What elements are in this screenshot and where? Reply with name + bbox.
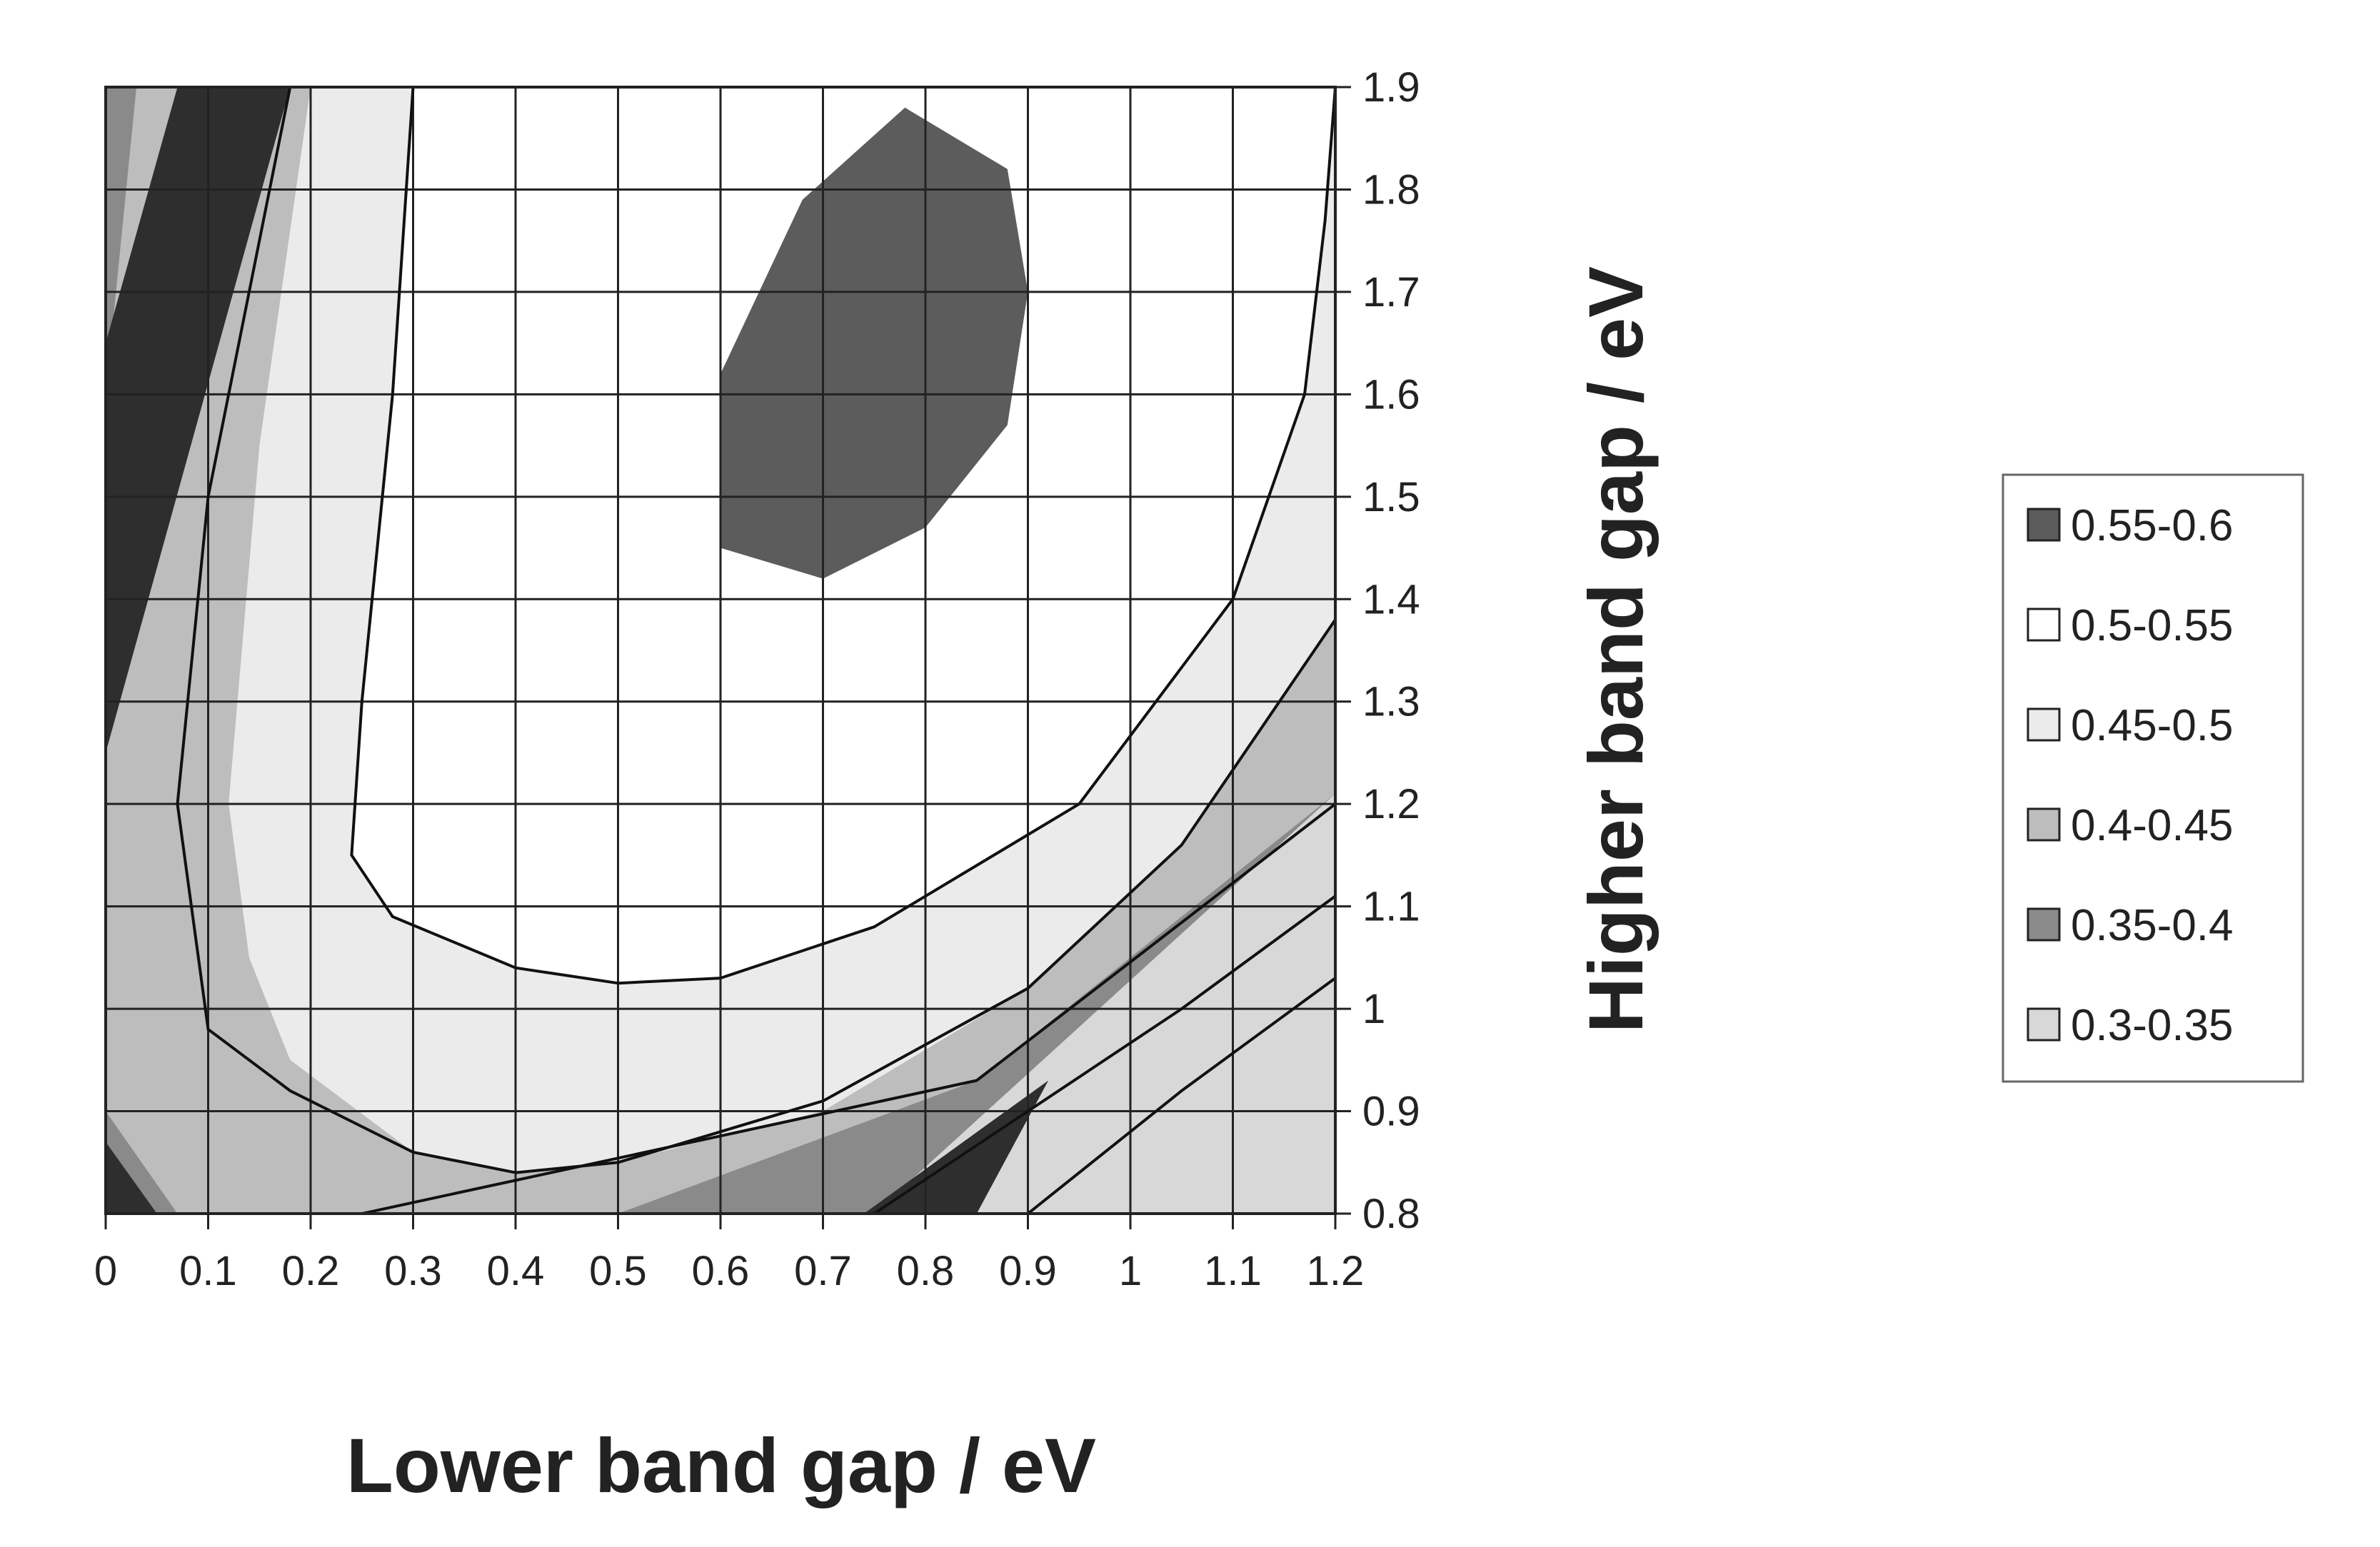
contour-region-darkest <box>106 87 291 753</box>
legend-swatch <box>2027 1007 2061 1042</box>
x-axis: 0 0.1 0.2 0.3 0.4 0.5 0.6 0.7 0.8 0.9 1 1.1 1.2 <box>94 1214 1364 1294</box>
y-tick-label: 1.6 <box>1362 371 1420 418</box>
y-axis: 0.8 0.9 1 1.1 1.2 1.3 1.4 1.5 1.6 1.7 1.8 1.9 <box>1335 64 1420 1237</box>
x-tick-label: 0.7 <box>794 1248 852 1294</box>
legend: 0.55-0.6 0.5-0.55 0.45-0.5 0.4-0.45 0.35-0.4… <box>2002 473 2304 1083</box>
x-tick-label: 0.6 <box>692 1248 750 1294</box>
x-tick-label: 0 <box>94 1248 117 1294</box>
contour-line <box>1027 977 1335 1214</box>
y-tick-label: 1 <box>1362 986 1385 1032</box>
legend-swatch <box>2027 907 2061 942</box>
legend-swatch <box>2027 707 2061 742</box>
contour-line <box>350 87 1335 985</box>
contour-line <box>873 895 1335 1214</box>
legend-swatch <box>2027 608 2061 642</box>
x-tick-label: 0.5 <box>589 1248 647 1294</box>
legend-label: 0.3-0.35 <box>2071 1001 2234 1050</box>
y-tick-label: 1.7 <box>1362 269 1420 316</box>
legend-label: 0.55-0.6 <box>2071 501 2234 550</box>
y-axis-title: Higher band gap / eV <box>1572 266 1659 1033</box>
x-tick-label: 0.4 <box>487 1248 545 1294</box>
legend-box <box>2002 473 2304 1083</box>
x-tick-label: 0.2 <box>282 1248 340 1294</box>
legend-label: 0.4-0.45 <box>2071 801 2234 850</box>
legend-swatch <box>2027 807 2061 842</box>
contour-region-darkest <box>863 1080 1049 1214</box>
y-tick-label: 1.2 <box>1362 781 1420 827</box>
contour-region-b055 <box>720 107 1028 579</box>
x-tick-label: 1 <box>1119 1248 1142 1294</box>
contour-lines <box>176 87 1335 1214</box>
contour-line <box>176 87 1335 1174</box>
legend-label: 0.45-0.5 <box>2071 701 2234 750</box>
contour-line <box>361 802 1335 1214</box>
x-tick-label: 1.2 <box>1307 1248 1365 1294</box>
y-tick-label: 1.4 <box>1362 576 1420 623</box>
legend-swatch <box>2027 508 2061 542</box>
x-tick-label: 0.9 <box>999 1248 1057 1294</box>
legend-label: 0.5-0.55 <box>2071 601 2234 650</box>
y-tick-label: 0.8 <box>1362 1191 1420 1237</box>
y-tick-label: 1.5 <box>1362 474 1420 520</box>
x-tick-label: 0.8 <box>897 1248 955 1294</box>
y-tick-label: 1.9 <box>1362 64 1420 111</box>
x-axis-title: Lower band gap / eV <box>346 1422 1096 1508</box>
x-tick-label: 0.3 <box>384 1248 442 1294</box>
x-tick-label: 1.1 <box>1204 1248 1262 1294</box>
y-tick-label: 1.3 <box>1362 679 1420 725</box>
contour-region-darkest <box>106 1142 157 1214</box>
y-tick-label: 1.8 <box>1362 166 1420 213</box>
y-tick-label: 0.9 <box>1362 1089 1420 1135</box>
legend-label: 0.35-0.4 <box>2071 901 2234 950</box>
x-tick-label: 0.1 <box>179 1248 237 1294</box>
y-tick-label: 1.1 <box>1362 884 1420 930</box>
